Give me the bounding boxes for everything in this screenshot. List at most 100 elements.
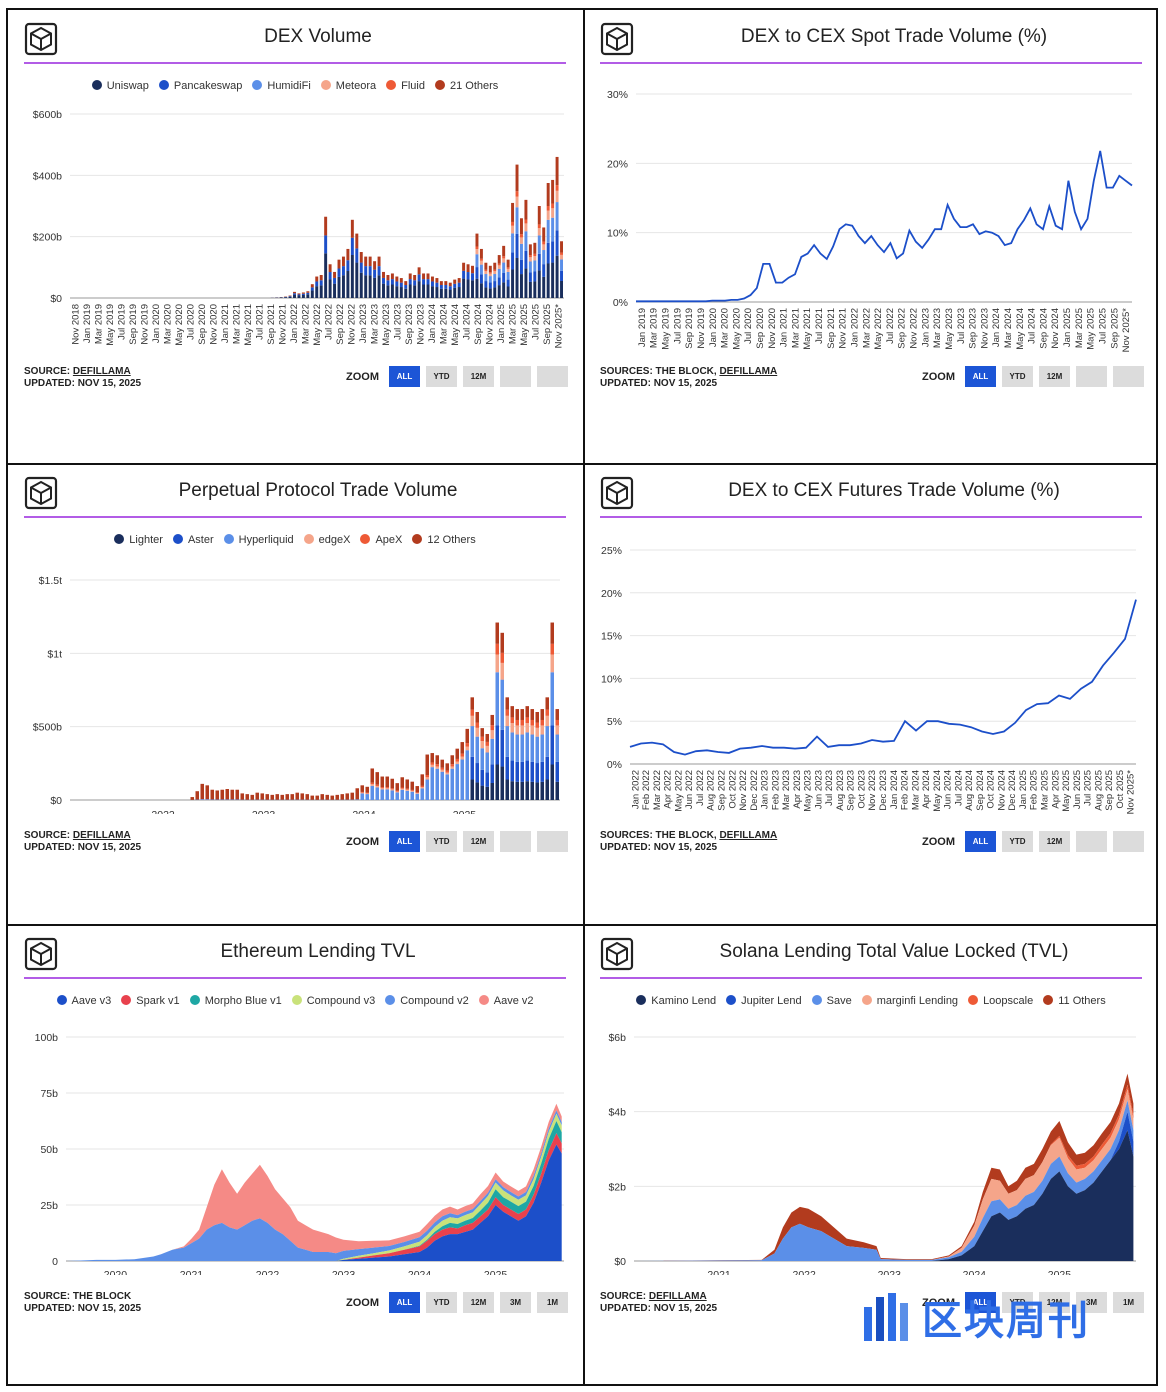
legend-item[interactable]: Fluid bbox=[386, 80, 425, 92]
x-tick-label: 2021 bbox=[180, 1269, 204, 1275]
source-link[interactable]: DEFILLAMA bbox=[72, 366, 131, 377]
legend-item[interactable]: Aave v2 bbox=[478, 995, 533, 1007]
legend-item[interactable]: Compound v3 bbox=[291, 995, 375, 1007]
zoom-button[interactable]: YTD bbox=[426, 366, 457, 387]
chart-dex-volume: $0 $200b $400b $600b Nov 2018 Jan 2019 Mar 201… bbox=[33, 109, 564, 348]
zoom-button[interactable] bbox=[1076, 366, 1107, 387]
zoom-button[interactable]: 1M bbox=[537, 1292, 568, 1313]
legend-dot bbox=[726, 995, 737, 1005]
zoom-button[interactable]: ALL bbox=[389, 1292, 420, 1313]
zoom-button[interactable]: YTD bbox=[426, 1292, 457, 1313]
legend-item[interactable]: Lighter bbox=[114, 534, 163, 546]
zoom-button[interactable]: YTD bbox=[426, 831, 457, 852]
legend-item[interactable]: edgeX bbox=[303, 534, 350, 546]
bar-segment bbox=[310, 795, 314, 800]
legend-item[interactable]: Pancakeswap bbox=[158, 80, 242, 92]
bar-segment bbox=[485, 786, 489, 800]
bar-segment bbox=[511, 202, 515, 222]
legend-label: Uniswap bbox=[106, 80, 149, 92]
legend-item[interactable]: Kamino Lend bbox=[636, 995, 716, 1007]
legend-item[interactable]: ApeX bbox=[360, 534, 402, 546]
legend-label: Morpho Blue v1 bbox=[204, 995, 282, 1007]
bar-segment bbox=[453, 279, 457, 284]
legend-item[interactable]: Spark v1 bbox=[121, 995, 180, 1007]
zoom-button[interactable] bbox=[500, 366, 531, 387]
bar-segment bbox=[385, 776, 389, 788]
x-tick-label: Mar 2024 bbox=[910, 770, 921, 810]
zoom-button[interactable]: 12M bbox=[463, 366, 494, 387]
y-tick-label: $0 bbox=[614, 1256, 626, 1268]
bar-segment bbox=[524, 250, 528, 269]
x-tick-label: Dec 2023 bbox=[878, 770, 889, 811]
legend-item[interactable]: Morpho Blue v1 bbox=[189, 995, 282, 1007]
bar-segment bbox=[475, 736, 479, 764]
bar-segment bbox=[542, 264, 546, 277]
bar-segment bbox=[333, 277, 337, 284]
bar-segment bbox=[490, 714, 494, 726]
zoom-button[interactable]: 12M bbox=[463, 831, 494, 852]
zoom-button[interactable]: YTD bbox=[1002, 831, 1033, 852]
zoom-button[interactable]: 12M bbox=[1039, 366, 1070, 387]
bar-segment bbox=[377, 266, 381, 276]
panel-dex-volume: $0 $200b $400b $600b Nov 2018 Jan 2019 Mar 201… bbox=[8, 10, 582, 462]
legend-item[interactable]: 12 Others bbox=[412, 534, 476, 546]
zoom-button[interactable] bbox=[537, 831, 568, 852]
legend-item[interactable]: Save bbox=[811, 995, 852, 1007]
y-tick-label: 50b bbox=[40, 1144, 58, 1156]
bar-segment bbox=[355, 248, 359, 263]
zoom-button[interactable] bbox=[537, 366, 568, 387]
source-link[interactable]: DEFILLAMA bbox=[72, 830, 131, 841]
zoom-button[interactable]: 12M bbox=[1039, 831, 1070, 852]
zoom-button[interactable]: YTD bbox=[1002, 366, 1033, 387]
x-tick-label: 2022 bbox=[256, 1269, 280, 1275]
bar-segment bbox=[537, 270, 541, 298]
zoom-button[interactable]: 1M bbox=[1113, 1292, 1144, 1313]
zoom-button[interactable]: ALL bbox=[389, 366, 420, 387]
bar-segment bbox=[495, 764, 499, 800]
legend-item[interactable]: Jupiter Lend bbox=[726, 995, 802, 1007]
legend-item[interactable]: Loopscale bbox=[968, 995, 1033, 1007]
zoom-button[interactable] bbox=[1113, 366, 1144, 387]
zoom-button[interactable]: 12M bbox=[1039, 1292, 1070, 1313]
y-tick-label: $400b bbox=[33, 170, 62, 182]
legend-label: HumidiFi bbox=[267, 80, 311, 92]
x-tick-label: Jun 2022 bbox=[684, 770, 695, 809]
the-block-logo-icon bbox=[24, 937, 58, 971]
zoom-button[interactable]: ALL bbox=[965, 1292, 996, 1313]
bar-segment bbox=[462, 270, 466, 279]
legend-item[interactable]: marginfi Lending bbox=[861, 995, 958, 1007]
legend-item[interactable]: Aster bbox=[172, 534, 214, 546]
bar-segment bbox=[230, 789, 234, 800]
bar-segment bbox=[533, 242, 537, 254]
bar-segment bbox=[555, 156, 559, 186]
zoom-button[interactable]: 3M bbox=[500, 1292, 531, 1313]
zoom-button[interactable]: ALL bbox=[965, 366, 996, 387]
zoom-button[interactable]: ALL bbox=[389, 831, 420, 852]
legend-item[interactable]: Meteora bbox=[320, 80, 376, 92]
bar-segment bbox=[400, 789, 404, 800]
bar-segment bbox=[480, 728, 484, 737]
source-link[interactable]: DEFILLAMA bbox=[719, 366, 778, 377]
x-tick-label: Oct 2024 bbox=[986, 770, 997, 809]
legend-item[interactable]: 21 Others bbox=[434, 80, 498, 92]
legend-item[interactable]: Hyperliquid bbox=[223, 534, 294, 546]
zoom-button[interactable]: 12M bbox=[463, 1292, 494, 1313]
legend-item[interactable]: 11 Others bbox=[1043, 995, 1106, 1007]
source-link[interactable]: DEFILLAMA bbox=[648, 1291, 707, 1302]
zoom-label: ZOOM bbox=[346, 1296, 379, 1309]
zoom-button[interactable] bbox=[500, 831, 531, 852]
bar-segment bbox=[405, 790, 409, 800]
zoom-button[interactable] bbox=[1113, 831, 1144, 852]
bar-segment bbox=[475, 722, 479, 728]
zoom-button[interactable] bbox=[1076, 831, 1107, 852]
bar-segment bbox=[390, 273, 394, 280]
legend-item[interactable]: Uniswap bbox=[91, 80, 149, 92]
legend-item[interactable]: Aave v3 bbox=[56, 995, 111, 1007]
zoom-button[interactable]: ALL bbox=[965, 831, 996, 852]
legend-item[interactable]: Compound v2 bbox=[385, 995, 469, 1007]
zoom-button[interactable]: YTD bbox=[1002, 1292, 1033, 1313]
zoom-button[interactable]: 3M bbox=[1076, 1292, 1107, 1313]
legend-item[interactable]: HumidiFi bbox=[252, 80, 311, 92]
source-link[interactable]: DEFILLAMA bbox=[719, 830, 778, 841]
bar-segment bbox=[560, 254, 563, 260]
